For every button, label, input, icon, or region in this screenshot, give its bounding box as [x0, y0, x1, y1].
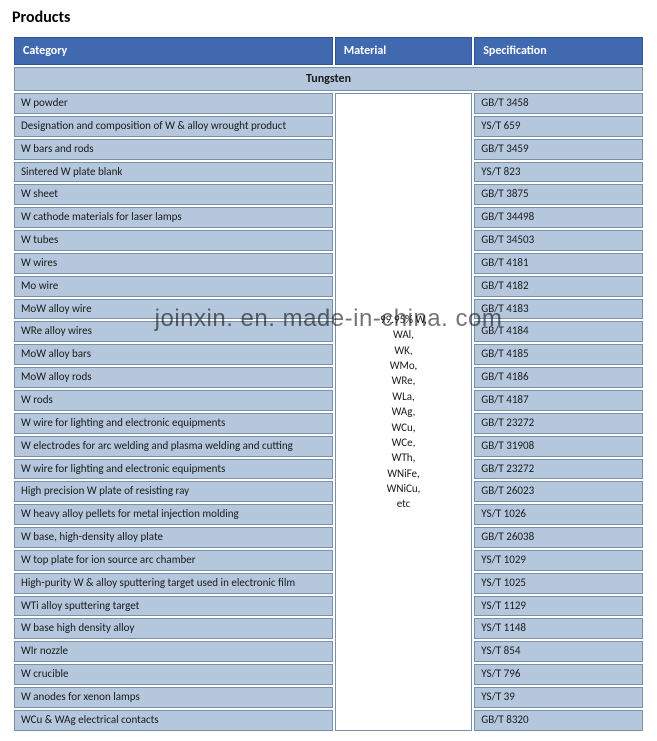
table-row: WTi alloy sputtering target YS/T 1129: [14, 596, 643, 617]
cell-category: W powder: [14, 93, 333, 114]
cell-specification: GB/T 3458: [474, 93, 643, 114]
cell-material: 99.95% W,WAl,WK,WMo,WRe,WLa,WAg,WCu,WCe,…: [335, 93, 473, 731]
cell-category: Sintered W plate blank: [14, 162, 333, 183]
cell-specification: GB/T 4185: [474, 344, 643, 365]
cell-category: WIr nozzle: [14, 641, 333, 662]
cell-category: W rods: [14, 390, 333, 411]
cell-specification: YS/T 1029: [474, 550, 643, 571]
cell-specification: GB/T 4183: [474, 299, 643, 320]
cell-specification: GB/T 3875: [474, 184, 643, 205]
cell-category: High precision W plate of resisting ray: [14, 481, 333, 502]
cell-specification: GB/T 8320: [474, 710, 643, 731]
table-row: WRe alloy wires GB/T 4184: [14, 321, 643, 342]
table-row: W sheet GB/T 3875: [14, 184, 643, 205]
cell-specification: YS/T 823: [474, 162, 643, 183]
cell-category: W wire for lighting and electronic equip…: [14, 413, 333, 434]
cell-category: W base, high-density alloy plate: [14, 527, 333, 548]
cell-category: WTi alloy sputtering target: [14, 596, 333, 617]
table-row: W rods GB/T 4187: [14, 390, 643, 411]
table-row: High-purity W & alloy sputtering target …: [14, 573, 643, 594]
table-row: W top plate for ion source arc chamber YS…: [14, 550, 643, 571]
cell-category: W heavy alloy pellets for metal injectio…: [14, 504, 333, 525]
cell-category: Designation and composition of W & alloy…: [14, 116, 333, 137]
table-row: W base, high-density alloy plate GB/T 260…: [14, 527, 643, 548]
cell-category: W top plate for ion source arc chamber: [14, 550, 333, 571]
cell-category: W cathode materials for laser lamps: [14, 207, 333, 228]
table-row: Sintered W plate blank YS/T 823: [14, 162, 643, 183]
cell-category: MoW alloy bars: [14, 344, 333, 365]
cell-specification: GB/T 4186: [474, 367, 643, 388]
table-row: W wire for lighting and electronic equip…: [14, 459, 643, 480]
table-row: W wires GB/T 4181: [14, 253, 643, 274]
table-row: W electrodes for arc welding and plasma …: [14, 436, 643, 457]
cell-category: W bars and rods: [14, 139, 333, 160]
table-row: W bars and rods GB/T 3459: [14, 139, 643, 160]
table-row: MoW alloy bars GB/T 4185: [14, 344, 643, 365]
cell-specification: GB/T 4184: [474, 321, 643, 342]
cell-specification: GB/T 26038: [474, 527, 643, 548]
cell-specification: GB/T 3459: [474, 139, 643, 160]
cell-specification: GB/T 26023: [474, 481, 643, 502]
table-row: W base high density alloy YS/T 1148: [14, 618, 643, 639]
table-body: Tungsten W powder99.95% W,WAl,WK,WMo,WRe…: [14, 67, 643, 731]
cell-specification: GB/T 4187: [474, 390, 643, 411]
page-title: Products: [12, 8, 645, 27]
cell-category: MoW alloy wire: [14, 299, 333, 320]
cell-specification: YS/T 1129: [474, 596, 643, 617]
cell-specification: YS/T 854: [474, 641, 643, 662]
cell-category: WCu & WAg electrical contacts: [14, 710, 333, 731]
cell-category: W electrodes for arc welding and plasma …: [14, 436, 333, 457]
section-row: Tungsten: [14, 67, 643, 91]
cell-specification: GB/T 23272: [474, 413, 643, 434]
table-row: MoW alloy rods GB/T 4186: [14, 367, 643, 388]
cell-specification: GB/T 23272: [474, 459, 643, 480]
cell-category: WRe alloy wires: [14, 321, 333, 342]
cell-category: W sheet: [14, 184, 333, 205]
table-row: WCu & WAg electrical contacts GB/T 8320: [14, 710, 643, 731]
table-row: WIr nozzle YS/T 854: [14, 641, 643, 662]
cell-category: W tubes: [14, 230, 333, 251]
cell-category: W wires: [14, 253, 333, 274]
table-row: W wire for lighting and electronic equip…: [14, 413, 643, 434]
header-specification: Specification: [474, 37, 643, 65]
cell-category: W crucible: [14, 664, 333, 685]
cell-specification: YS/T 1025: [474, 573, 643, 594]
table-row: W heavy alloy pellets for metal injectio…: [14, 504, 643, 525]
table-row: MoW alloy wire GB/T 4183: [14, 299, 643, 320]
table-row: W powder99.95% W,WAl,WK,WMo,WRe,WLa,WAg,…: [14, 93, 643, 114]
header-category: Category: [14, 37, 333, 65]
cell-specification: YS/T 1026: [474, 504, 643, 525]
cell-category: High-purity W & alloy sputtering target …: [14, 573, 333, 594]
table-row: High precision W plate of resisting ray G…: [14, 481, 643, 502]
cell-category: W wire for lighting and electronic equip…: [14, 459, 333, 480]
cell-specification: YS/T 796: [474, 664, 643, 685]
cell-specification: GB/T 34498: [474, 207, 643, 228]
cell-category: W anodes for xenon lamps: [14, 687, 333, 708]
header-row: Category Material Specification: [14, 37, 643, 65]
table-row: Mo wire GB/T 4182: [14, 276, 643, 297]
cell-specification: GB/T 31908: [474, 436, 643, 457]
products-table: Category Material Specification Tungsten…: [12, 35, 645, 733]
cell-category: Mo wire: [14, 276, 333, 297]
section-title: Tungsten: [14, 67, 643, 91]
cell-category: MoW alloy rods: [14, 367, 333, 388]
table-row: W tubes GB/T 34503: [14, 230, 643, 251]
cell-specification: GB/T 4181: [474, 253, 643, 274]
cell-specification: YS/T 1148: [474, 618, 643, 639]
table-row: W crucible YS/T 796: [14, 664, 643, 685]
cell-category: W base high density alloy: [14, 618, 333, 639]
header-material: Material: [335, 37, 473, 65]
cell-specification: YS/T 659: [474, 116, 643, 137]
cell-specification: GB/T 34503: [474, 230, 643, 251]
cell-specification: GB/T 4182: [474, 276, 643, 297]
cell-specification: YS/T 39: [474, 687, 643, 708]
table-row: W cathode materials for laser lamps GB/T …: [14, 207, 643, 228]
table-row: W anodes for xenon lamps YS/T 39: [14, 687, 643, 708]
table-row: Designation and composition of W & alloy…: [14, 116, 643, 137]
